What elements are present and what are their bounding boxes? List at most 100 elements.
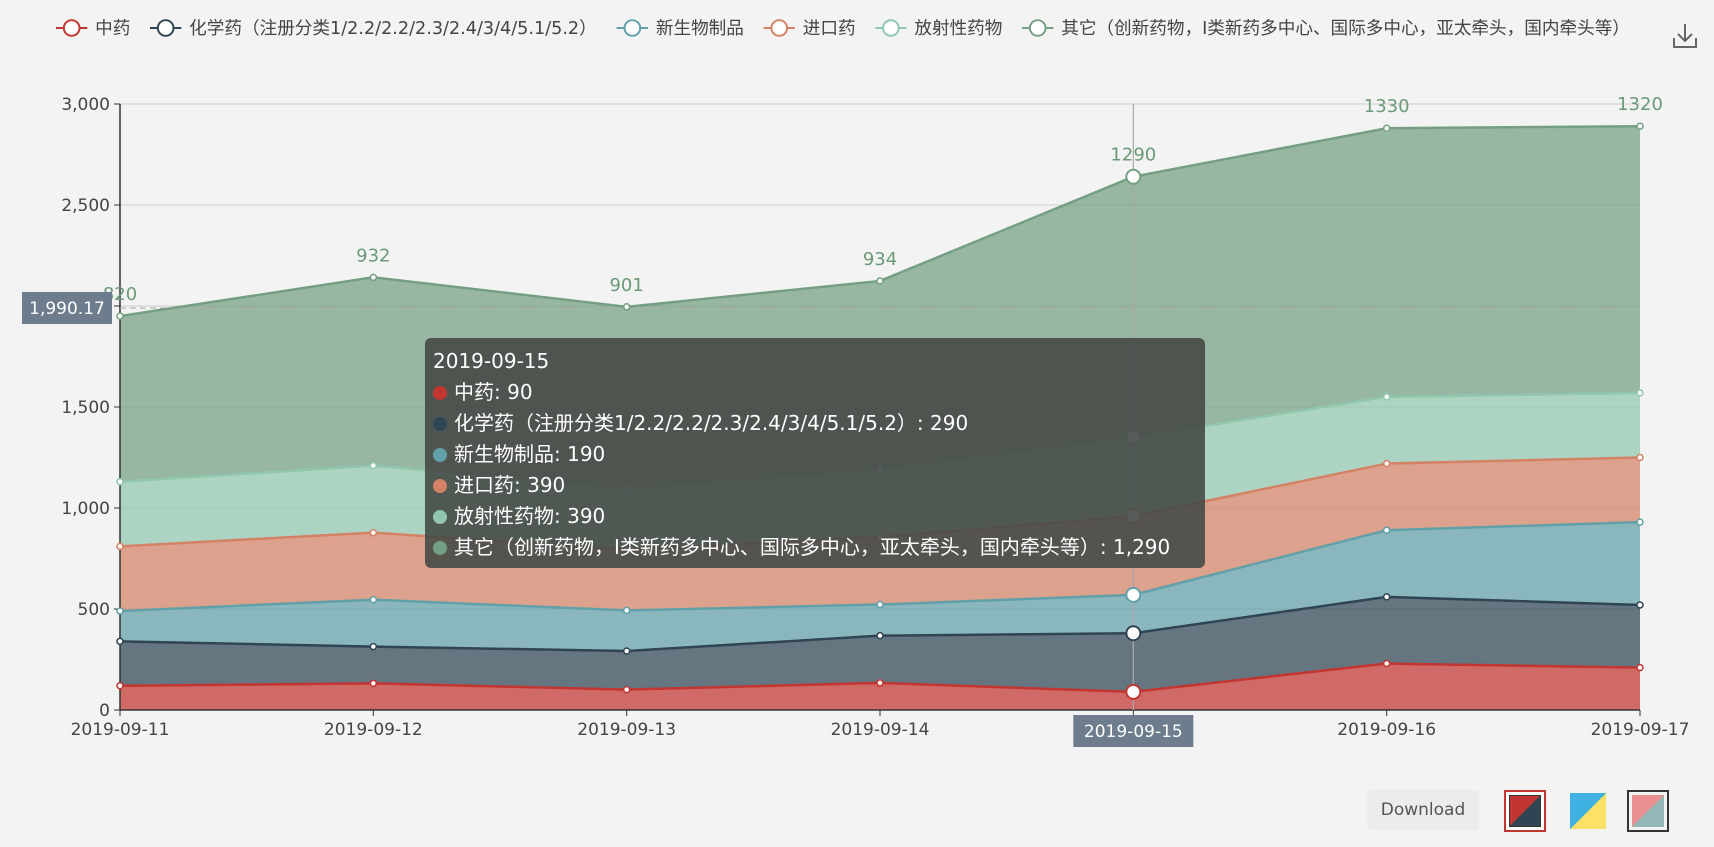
tooltip-dot xyxy=(433,478,447,493)
data-point[interactable] xyxy=(116,637,124,646)
y-tick-label: 2,500 xyxy=(61,196,110,216)
tooltip-row: 新生物制品: 190 xyxy=(433,439,1197,470)
data-point[interactable] xyxy=(1125,683,1142,700)
data-point[interactable] xyxy=(1636,389,1644,397)
data-point[interactable] xyxy=(1382,526,1391,534)
data-point[interactable] xyxy=(622,303,631,311)
legend-marker xyxy=(882,19,900,37)
pointer-y-badge: 1,990.17 xyxy=(22,291,112,324)
y-tick-label: 500 xyxy=(78,600,110,620)
tooltip-dot xyxy=(433,540,447,555)
legend-item-2[interactable]: 新生物制品 xyxy=(616,19,744,39)
x-tick-label: 2019-09-13 xyxy=(577,720,676,740)
tooltip-row-text: 其它（创新药物，I类新药多中心、国际多中心，亚太牵头，国内牵头等）: 1,290 xyxy=(454,535,1171,559)
tooltip-row: 进口药: 390 xyxy=(433,470,1197,501)
tooltip-row: 其它（创新药物，I类新药多中心、国际多中心，亚太牵头，国内牵头等）: 1,290 xyxy=(433,532,1197,563)
data-label: 1290 xyxy=(1110,145,1156,166)
legend-marker xyxy=(1028,19,1047,37)
tooltip-row: 放射性药物: 390 xyxy=(433,501,1197,532)
tooltip-row: 化学药（注册分类1/2.2/2.2/2.3/2.4/3/4/5.1/5.2）: … xyxy=(433,408,1197,439)
legend-item-3[interactable]: 进口药 xyxy=(763,19,856,39)
data-point[interactable] xyxy=(1636,601,1644,609)
legend-label: 放射性药物 xyxy=(914,19,1002,39)
legend-label: 进口药 xyxy=(803,19,856,39)
data-point[interactable] xyxy=(116,312,124,320)
tooltip-dot xyxy=(433,385,447,400)
x-tick-label: 2019-09-16 xyxy=(1337,720,1436,740)
data-point[interactable] xyxy=(1382,659,1391,668)
legend-marker xyxy=(156,19,175,37)
data-label: 932 xyxy=(356,245,390,266)
data-point[interactable] xyxy=(116,682,124,690)
tooltip-dot xyxy=(433,509,447,524)
tooltip-row-text: 进口药: 390 xyxy=(454,473,566,497)
data-point[interactable] xyxy=(369,461,378,470)
data-label: 934 xyxy=(863,249,897,270)
legend-item-5[interactable]: 其它（创新药物，I类新药多中心、国际多中心，亚太牵头，国内牵头等） xyxy=(1022,19,1630,39)
tooltip-row-text: 化学药（注册分类1/2.2/2.2/2.3/2.4/3/4/5.1/5.2）: … xyxy=(454,411,969,435)
legend-marker xyxy=(770,19,789,37)
data-point[interactable] xyxy=(369,595,378,604)
tooltip-title: 2019-09-15 xyxy=(433,349,550,373)
y-tick-label: 1,000 xyxy=(61,499,110,519)
y-tick-label: 0 xyxy=(99,701,110,721)
data-point[interactable] xyxy=(876,277,884,285)
theme-swatch-blue-yellow[interactable] xyxy=(1567,790,1609,832)
theme-swatch-pink-teal[interactable] xyxy=(1627,790,1669,832)
tooltip-rows: 中药: 90 化学药（注册分类1/2.2/2.2/2.3/2.4/3/4/5.1/… xyxy=(433,377,1197,563)
data-point[interactable] xyxy=(116,477,124,486)
y-tick-label: 1,500 xyxy=(61,398,110,418)
x-tick-label: 2019-09-12 xyxy=(324,720,423,740)
data-point[interactable] xyxy=(622,606,631,615)
data-point[interactable] xyxy=(1636,663,1644,672)
data-point[interactable] xyxy=(369,528,378,537)
data-point[interactable] xyxy=(1382,459,1391,468)
legend-marker xyxy=(62,19,81,37)
data-point[interactable] xyxy=(1382,124,1391,132)
legend[interactable]: 中药 化学药（注册分类1/2.2/2.2/2.3/2.4/3/4/5.1/5.2）… xyxy=(56,19,1630,39)
data-point[interactable] xyxy=(1125,586,1142,603)
data-point[interactable] xyxy=(622,647,631,655)
data-point[interactable] xyxy=(876,600,884,609)
data-point[interactable] xyxy=(369,679,378,688)
download-icon[interactable] xyxy=(1673,24,1697,48)
legend-item-1[interactable]: 化学药（注册分类1/2.2/2.2/2.3/2.4/3/4/5.1/5.2） xyxy=(149,19,597,39)
data-point[interactable] xyxy=(876,679,884,687)
tooltip-row: 中药: 90 xyxy=(433,377,1197,408)
x-tick-label: 2019-09-11 xyxy=(71,720,170,740)
data-point[interactable] xyxy=(369,642,378,651)
tooltip: 2019-09-15 中药: 90 化学药（注册分类1/2.2/2.2/2.3/2… xyxy=(425,338,1205,568)
data-label: 1320 xyxy=(1617,94,1663,115)
data-point[interactable] xyxy=(1125,168,1142,185)
data-point[interactable] xyxy=(116,607,124,615)
series-area-2 xyxy=(120,522,1640,652)
data-label: 901 xyxy=(609,275,643,296)
series-area-3 xyxy=(120,457,1640,612)
download-button[interactable]: Download xyxy=(1367,790,1479,830)
data-point[interactable] xyxy=(369,273,378,282)
data-point[interactable] xyxy=(116,542,124,551)
pointer-x-badge: 2019-09-15 xyxy=(1073,715,1194,747)
data-point[interactable] xyxy=(1125,625,1142,642)
legend-label: 新生物制品 xyxy=(656,19,744,39)
data-point[interactable] xyxy=(1636,518,1644,526)
tooltip-row-text: 放射性药物: 390 xyxy=(454,504,606,528)
tooltip-dot xyxy=(433,416,447,431)
tooltip-row-text: 中药: 90 xyxy=(454,380,533,404)
data-point[interactable] xyxy=(1636,122,1644,130)
data-point[interactable] xyxy=(1382,393,1391,401)
data-point[interactable] xyxy=(876,631,884,640)
data-point[interactable] xyxy=(1636,453,1644,462)
data-label: 1330 xyxy=(1364,96,1410,117)
legend-item-4[interactable]: 放射性药物 xyxy=(875,19,1002,39)
series-area-0 xyxy=(120,663,1640,710)
x-tick-label: 2019-09-14 xyxy=(831,720,930,740)
legend-label: 其它（创新药物，I类新药多中心、国际多中心，亚太牵头，国内牵头等） xyxy=(1061,19,1630,39)
legend-label: 中药 xyxy=(95,19,130,39)
legend-item-0[interactable]: 中药 xyxy=(56,19,130,39)
legend-marker xyxy=(623,19,642,37)
data-point[interactable] xyxy=(1382,593,1391,601)
theme-swatch-red-dark[interactable] xyxy=(1504,790,1546,832)
data-point[interactable] xyxy=(622,685,631,694)
